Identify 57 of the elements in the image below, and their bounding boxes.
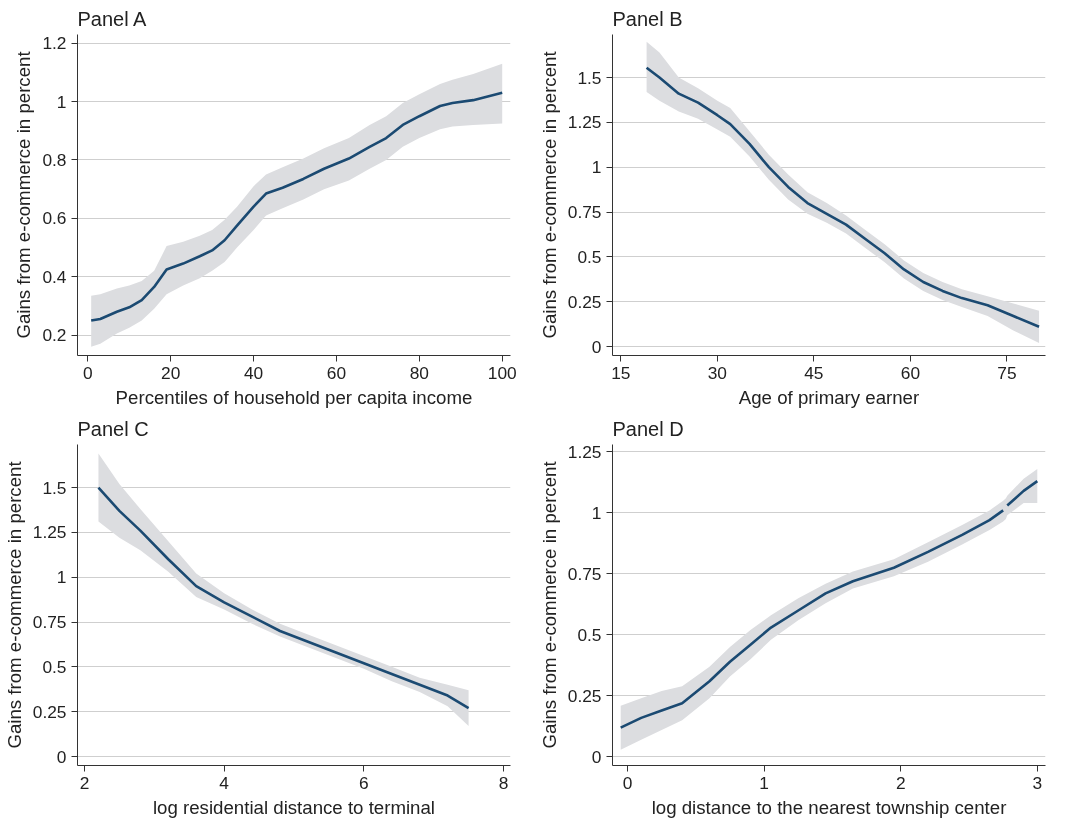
x-tick-label: 15 xyxy=(611,362,631,383)
y-axis-title: Gains from e-commerce in percent xyxy=(13,50,35,339)
y-tick-label: 1 xyxy=(591,502,602,523)
x-tick-label: 100 xyxy=(487,362,517,383)
y-tick-label: 0.5 xyxy=(577,624,602,645)
y-tick-label: 0.25 xyxy=(32,701,67,722)
x-axis-title: Percentiles of household per capita income xyxy=(115,386,473,408)
y-tick-label: 1 xyxy=(56,91,67,112)
y-tick-label: 1.25 xyxy=(32,522,67,543)
y-tick-label: 0.75 xyxy=(567,202,602,223)
x-tick-label: 80 xyxy=(409,362,429,383)
x-tick-label: 4 xyxy=(219,772,230,793)
y-tick-label: 0 xyxy=(591,746,602,767)
y-tick-label: 0.8 xyxy=(42,149,67,170)
x-tick-label: 8 xyxy=(498,772,509,793)
chart-title: Panel B xyxy=(612,7,683,30)
chart-title: Panel D xyxy=(612,417,684,440)
y-tick-label: 0.4 xyxy=(42,266,67,287)
x-tick-label: 2 xyxy=(895,772,906,793)
x-tick-label: 60 xyxy=(900,362,921,383)
y-tick-label: 0 xyxy=(591,336,602,357)
x-tick-label: 6 xyxy=(359,772,369,793)
x-tick-label: 45 xyxy=(804,362,824,383)
y-tick-label: 0.75 xyxy=(567,563,602,584)
y-tick-label: 1 xyxy=(56,567,67,588)
x-tick-label: 3 xyxy=(1032,772,1043,793)
x-tick-label: 60 xyxy=(326,362,347,383)
x-tick-label: 40 xyxy=(243,362,264,383)
x-tick-label: 0 xyxy=(83,362,93,383)
y-tick-label: 0.25 xyxy=(567,685,602,706)
y-tick-label: 0.2 xyxy=(42,325,67,346)
x-tick-label: 20 xyxy=(161,362,181,383)
chart-title: Panel C xyxy=(77,417,149,440)
y-tick-label: 1.2 xyxy=(42,33,67,54)
y-tick-label: 1.5 xyxy=(42,477,67,498)
chart-title: Panel A xyxy=(77,7,148,30)
y-tick-label: 0.5 xyxy=(577,246,602,267)
x-tick-label: 0 xyxy=(622,772,633,793)
x-tick-label: 75 xyxy=(997,362,1017,383)
x-tick-label: 2 xyxy=(79,772,90,793)
y-tick-label: 0.25 xyxy=(567,291,602,312)
x-axis-title: log distance to the nearest township center xyxy=(651,796,1007,818)
y-tick-label: 1.25 xyxy=(567,112,602,133)
y-tick-label: 0.6 xyxy=(42,208,67,229)
y-tick-label: 0.5 xyxy=(42,656,67,677)
y-tick-label: 0.75 xyxy=(32,612,67,633)
x-tick-label: 1 xyxy=(759,772,769,793)
y-axis-title: Gains from e-commerce in percent xyxy=(538,50,560,339)
y-tick-label: 1.5 xyxy=(577,67,602,88)
y-tick-label: 1 xyxy=(591,157,602,178)
x-tick-label: 30 xyxy=(707,362,728,383)
y-axis-title: Gains from e-commerce in percent xyxy=(538,460,560,749)
y-tick-label: 0 xyxy=(56,746,67,767)
x-axis-title: Age of primary earner xyxy=(738,386,920,408)
y-axis-title: Gains from e-commerce in percent xyxy=(3,460,25,749)
y-tick-label: 1.25 xyxy=(567,441,602,462)
x-axis-title: log residential distance to terminal xyxy=(152,796,436,818)
